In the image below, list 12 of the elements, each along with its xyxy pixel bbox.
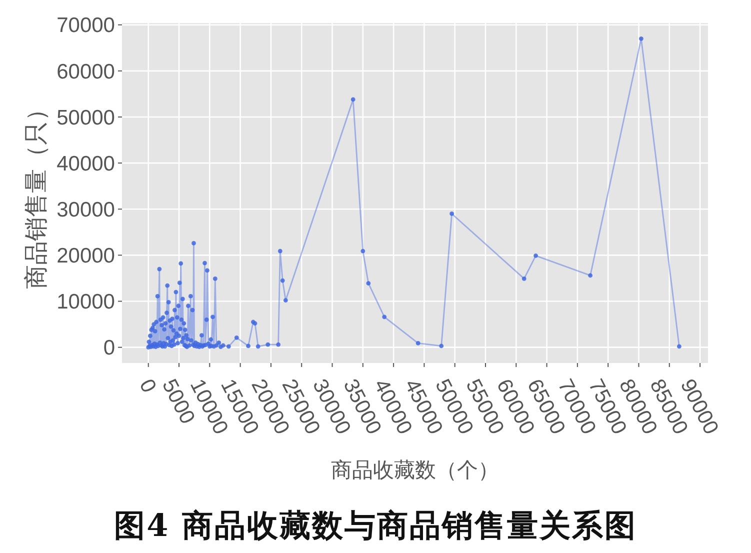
y-tick-label: 10000 [56,290,115,314]
y-tick-label: 20000 [56,244,115,268]
y-tick-label: 0 [103,336,115,360]
y-tick-label: 50000 [56,106,115,130]
y-tick-label: 70000 [56,14,115,38]
x-tick-label: 0 [134,376,160,396]
y-tick-label: 30000 [56,198,115,222]
y-tick-label: 60000 [56,60,115,84]
y-tick-label: 40000 [56,152,115,176]
x-axis-title: 商品收藏数（个） [331,459,499,482]
y-axis-title: 商品销售量（只） [23,97,50,289]
caption: 图4 商品收藏数与商品销售量关系图 [114,508,637,544]
